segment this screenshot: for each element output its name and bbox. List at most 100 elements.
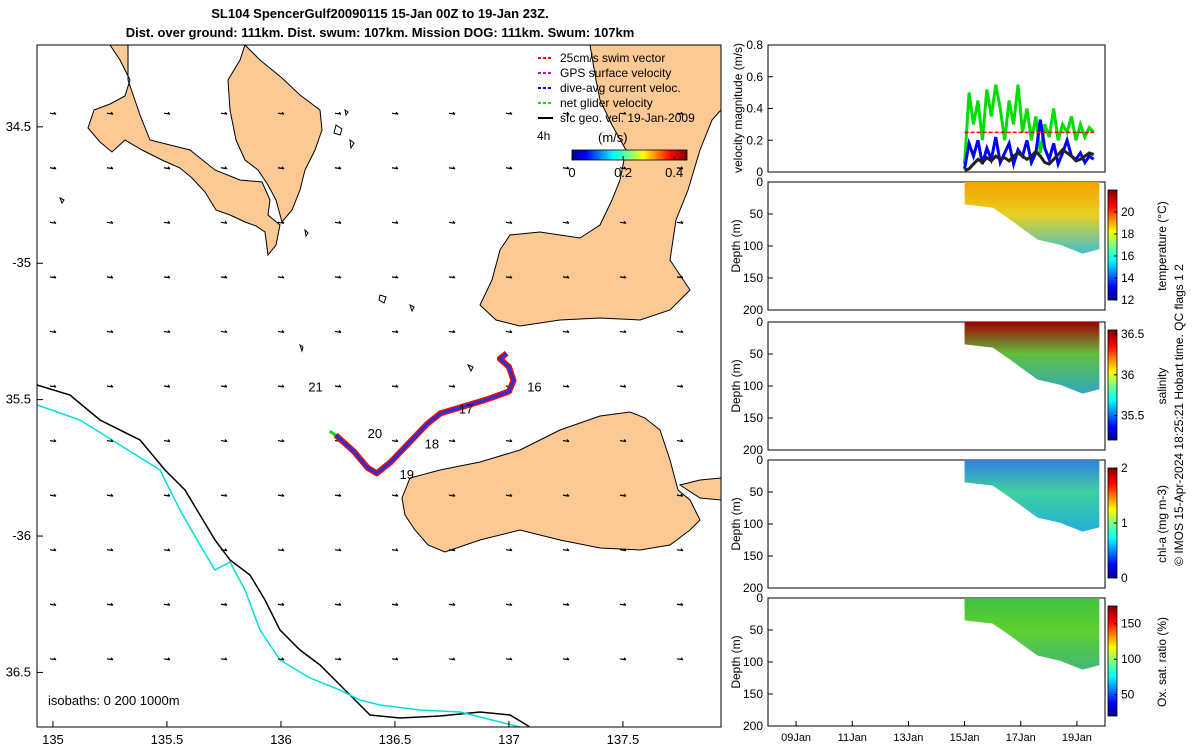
surface-velocity-arrow — [106, 548, 114, 552]
surface-velocity-arrow — [106, 657, 114, 661]
surface-velocity-arrow — [562, 330, 570, 334]
surface-velocity-arrow — [505, 657, 513, 661]
surface-velocity-arrow — [619, 220, 627, 224]
glider-track-swim-vector — [333, 350, 517, 477]
surface-velocity-arrow — [619, 275, 627, 279]
colorbar-tick-label: 20 — [1121, 205, 1135, 219]
surface-velocity-arrow — [619, 384, 627, 388]
surface-velocity-arrow — [676, 275, 684, 279]
section-data-fill — [964, 598, 1100, 670]
surface-velocity-arrow — [334, 220, 342, 224]
surface-velocity-arrow — [676, 548, 684, 552]
surface-velocity-arrow — [334, 330, 342, 334]
section-colorbar-label: temperature (°C) — [1155, 201, 1169, 291]
surface-velocity-arrow — [619, 657, 627, 661]
surface-velocity-arrow — [106, 384, 114, 388]
surface-geostrophic-velocity-arrows — [49, 111, 684, 661]
surface-velocity-arrow — [448, 657, 456, 661]
label-4h: 4h — [537, 129, 550, 143]
velocity-tick-label: 0.2 — [746, 133, 763, 147]
surface-velocity-arrow — [49, 548, 57, 552]
surface-velocity-arrow — [163, 384, 171, 388]
day-label: 18 — [425, 437, 439, 452]
figure-title-line-1: SL104 SpencerGulf20090115 15-Jan 00Z to … — [211, 6, 549, 21]
surface-velocity-arrow — [676, 111, 684, 115]
surface-velocity-arrow — [277, 111, 285, 115]
surface-velocity-arrow — [220, 493, 228, 497]
depth-tick-label: 150 — [743, 549, 763, 563]
surface-velocity-arrow — [106, 275, 114, 279]
surface-velocity-arrow — [619, 111, 627, 115]
surface-velocity-arrow — [277, 384, 285, 388]
section-panel: 0 50 100 150 200 Depth (m) 0 1 2 chl-a (mg m-3) — [729, 453, 1169, 595]
surface-velocity-arrow — [448, 384, 456, 388]
surface-velocity-arrow — [448, 493, 456, 497]
surface-velocity-arrow — [106, 166, 114, 170]
section-colorbar-label: Ox. sat. ratio (%) — [1155, 617, 1169, 707]
section-panel: 0 50 100 150 200 Depth (m) 35.5 36 36.5 salinity — [729, 315, 1169, 457]
depth-tick-label: 150 — [743, 687, 763, 701]
colorbar-tick-label: 150 — [1121, 617, 1141, 631]
yorke-peninsula-land — [479, 45, 721, 327]
date-tick-label: 15Jan — [950, 732, 980, 744]
surface-velocity-arrow — [448, 111, 456, 115]
depth-tick-label: 50 — [750, 207, 764, 221]
surface-velocity-arrow — [391, 439, 399, 443]
surface-velocity-arrow — [676, 657, 684, 661]
surface-velocity-arrow — [619, 330, 627, 334]
surface-velocity-arrow — [676, 330, 684, 334]
date-tick-label: 17Jan — [1006, 732, 1036, 744]
surface-velocity-arrow — [448, 602, 456, 606]
depth-tick-label: 200 — [743, 581, 763, 595]
surface-velocity-arrow — [505, 330, 513, 334]
surface-velocity-arrow — [505, 166, 513, 170]
colorbar-tick-label: 35.5 — [1121, 409, 1145, 423]
section-colorbar — [1107, 605, 1118, 717]
colorbar-tick-label: 12 — [1121, 293, 1135, 307]
surface-velocity-arrow — [49, 657, 57, 661]
surface-velocity-arrow — [106, 602, 114, 606]
surface-velocity-arrow — [277, 602, 285, 606]
surface-velocity-arrow — [505, 602, 513, 606]
surface-velocity-arrow — [277, 166, 285, 170]
legend-label: GPS surface velocity — [560, 66, 671, 80]
surface-velocity-arrow — [334, 275, 342, 279]
surface-velocity-arrow — [391, 166, 399, 170]
surface-velocity-arrow — [676, 493, 684, 497]
date-tick-label: 11Jan — [838, 732, 867, 744]
section-axes-box — [767, 459, 1106, 589]
velocity-tick-label: 0.8 — [746, 38, 763, 52]
date-tick-label: 13Jan — [893, 732, 923, 744]
surface-velocity-arrow — [505, 439, 513, 443]
section-ylabel: Depth (m) — [729, 497, 743, 550]
mainland-south-coast-land — [678, 477, 721, 501]
section-ylabel: Depth (m) — [729, 219, 743, 272]
surface-velocity-arrow — [505, 548, 513, 552]
surface-velocity-arrow — [163, 330, 171, 334]
section-ylabel: Depth (m) — [729, 635, 743, 688]
date-tick-label: 19Jan — [1062, 732, 1092, 744]
surface-velocity-arrow — [163, 275, 171, 279]
surface-velocity-arrow — [619, 166, 627, 170]
map-y-tick-label: -35 — [12, 255, 31, 270]
velocity-tick-label: 0 — [756, 165, 763, 179]
depth-tick-label: 0 — [756, 591, 763, 605]
surface-velocity-arrow — [163, 166, 171, 170]
colorbar-tick-label: 36.5 — [1121, 327, 1145, 341]
surface-velocity-arrow — [448, 166, 456, 170]
surface-velocity-arrow — [391, 384, 399, 388]
day-label: 21 — [308, 379, 322, 394]
surface-velocity-arrow — [505, 275, 513, 279]
eyre-peninsula-east-land — [227, 45, 323, 224]
velocity-ylabel: velocity magnitude (m/s) — [731, 43, 745, 173]
surface-velocity-arrow — [676, 166, 684, 170]
surface-velocity-arrow — [334, 657, 342, 661]
section-panel: 0 50 100 150 200 Depth (m) 50 100 150 Ox. sat. ra… — [729, 591, 1169, 733]
surface-velocity-arrow — [391, 275, 399, 279]
velocity-tick-label: 0.6 — [746, 70, 763, 84]
surface-velocity-arrow — [277, 220, 285, 224]
surface-velocity-arrow — [49, 330, 57, 334]
depth-tick-label: 100 — [743, 517, 763, 531]
surface-velocity-arrow — [277, 330, 285, 334]
